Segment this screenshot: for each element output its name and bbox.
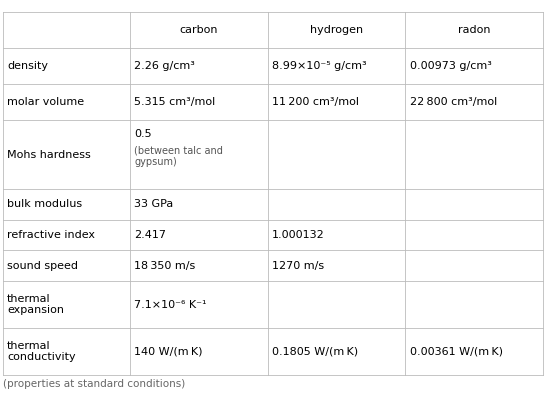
Text: 1.000132: 1.000132 bbox=[272, 230, 325, 240]
Text: 0.5: 0.5 bbox=[134, 129, 152, 139]
Text: 1270 m/s: 1270 m/s bbox=[272, 261, 324, 271]
Text: 11 200 cm³/mol: 11 200 cm³/mol bbox=[272, 97, 359, 107]
Text: thermal
expansion: thermal expansion bbox=[7, 294, 64, 315]
Text: 7.1×10⁻⁶ K⁻¹: 7.1×10⁻⁶ K⁻¹ bbox=[134, 300, 206, 310]
Text: radon: radon bbox=[458, 25, 491, 35]
Text: 5.315 cm³/mol: 5.315 cm³/mol bbox=[134, 97, 215, 107]
Text: 0.1805 W/(m K): 0.1805 W/(m K) bbox=[272, 346, 358, 356]
Text: Mohs hardness: Mohs hardness bbox=[7, 150, 91, 160]
Text: 2.26 g/cm³: 2.26 g/cm³ bbox=[134, 61, 195, 71]
Text: 8.99×10⁻⁵ g/cm³: 8.99×10⁻⁵ g/cm³ bbox=[272, 61, 366, 71]
Text: density: density bbox=[7, 61, 48, 71]
Text: (between talc and
gypsum): (between talc and gypsum) bbox=[134, 146, 223, 167]
Text: 2.417: 2.417 bbox=[134, 230, 166, 240]
Text: thermal
conductivity: thermal conductivity bbox=[7, 341, 76, 362]
Text: 0.00361 W/(m K): 0.00361 W/(m K) bbox=[410, 346, 503, 356]
Text: bulk modulus: bulk modulus bbox=[7, 199, 82, 209]
Text: molar volume: molar volume bbox=[7, 97, 84, 107]
Text: 33 GPa: 33 GPa bbox=[134, 199, 174, 209]
Text: 0.00973 g/cm³: 0.00973 g/cm³ bbox=[410, 61, 492, 71]
Text: sound speed: sound speed bbox=[7, 261, 78, 271]
Text: (properties at standard conditions): (properties at standard conditions) bbox=[3, 379, 185, 389]
Text: 22 800 cm³/mol: 22 800 cm³/mol bbox=[410, 97, 497, 107]
Text: refractive index: refractive index bbox=[7, 230, 95, 240]
Text: 140 W/(m K): 140 W/(m K) bbox=[134, 346, 203, 356]
Text: 18 350 m/s: 18 350 m/s bbox=[134, 261, 195, 271]
Text: carbon: carbon bbox=[180, 25, 218, 35]
Text: hydrogen: hydrogen bbox=[310, 25, 363, 35]
